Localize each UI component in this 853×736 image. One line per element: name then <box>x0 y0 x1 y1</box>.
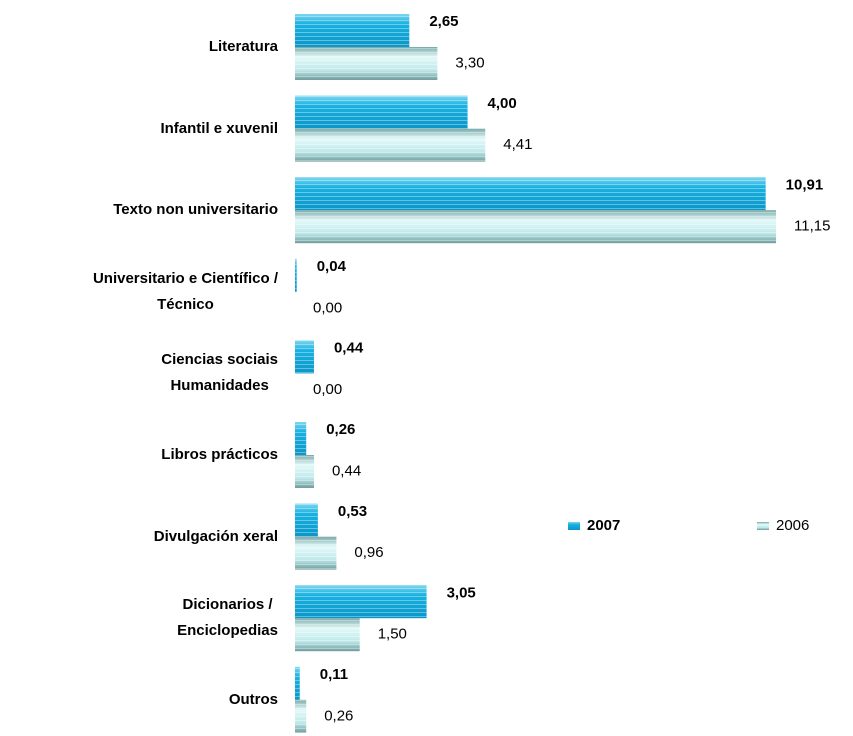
legend-label: 2006 <box>776 517 809 534</box>
category-label: Outros <box>228 690 278 708</box>
value-label: 2,65 <box>429 13 458 30</box>
value-label: 0,00 <box>313 299 342 316</box>
value-label: 0,44 <box>334 340 364 357</box>
value-label: 3,30 <box>455 54 484 71</box>
bar-stripes <box>295 210 776 244</box>
value-label: 4,00 <box>488 95 517 112</box>
value-label: 0,53 <box>338 503 367 520</box>
bar-stripes <box>295 95 468 129</box>
value-label: 0,11 <box>320 666 348 683</box>
bar-stripes <box>295 128 486 162</box>
value-label: 0,44 <box>332 462 361 479</box>
bar-stripes <box>295 618 360 652</box>
category-label: Divulgación xeral <box>153 527 278 545</box>
category-label: Literatura <box>208 38 278 55</box>
value-label: 0,26 <box>326 421 355 438</box>
value-label: 0,96 <box>354 544 383 561</box>
bar-stripes <box>295 422 307 455</box>
legend-swatch <box>568 522 580 530</box>
legend-swatch <box>757 522 769 530</box>
category-label: Texto non universitario <box>113 201 278 219</box>
value-label: 0,00 <box>313 381 342 398</box>
value-label: 3,05 <box>447 584 476 601</box>
value-label: 11,15 <box>794 218 830 235</box>
value-label: 10,91 <box>786 176 824 193</box>
bar-stripes <box>295 455 314 488</box>
legend-label: 2007 <box>587 517 620 534</box>
bar-stripes <box>295 177 766 211</box>
category-label: Dicionarios / Enciclopedias <box>177 596 278 640</box>
value-label: 1,50 <box>378 626 407 643</box>
bar-stripes <box>295 699 307 733</box>
category-label: Ciencias sociais Humanidades <box>161 351 278 395</box>
bar-stripes <box>295 340 314 374</box>
value-label: 0,26 <box>324 707 353 724</box>
value-label: 0,04 <box>317 258 347 275</box>
bar-stripes <box>295 585 427 619</box>
bar-stripes <box>295 536 337 570</box>
bar-stripes <box>295 258 297 292</box>
category-label: Universitario e Científico / Técnico <box>92 269 278 313</box>
category-label: Infantil e xuvenil <box>160 119 278 137</box>
bar-stripes <box>295 47 438 80</box>
bar-stripes <box>295 14 410 47</box>
bar-stripes <box>295 666 300 700</box>
category-label: Libros prácticos <box>161 446 278 463</box>
value-label: 4,41 <box>503 136 532 153</box>
bar-stripes <box>295 503 318 537</box>
